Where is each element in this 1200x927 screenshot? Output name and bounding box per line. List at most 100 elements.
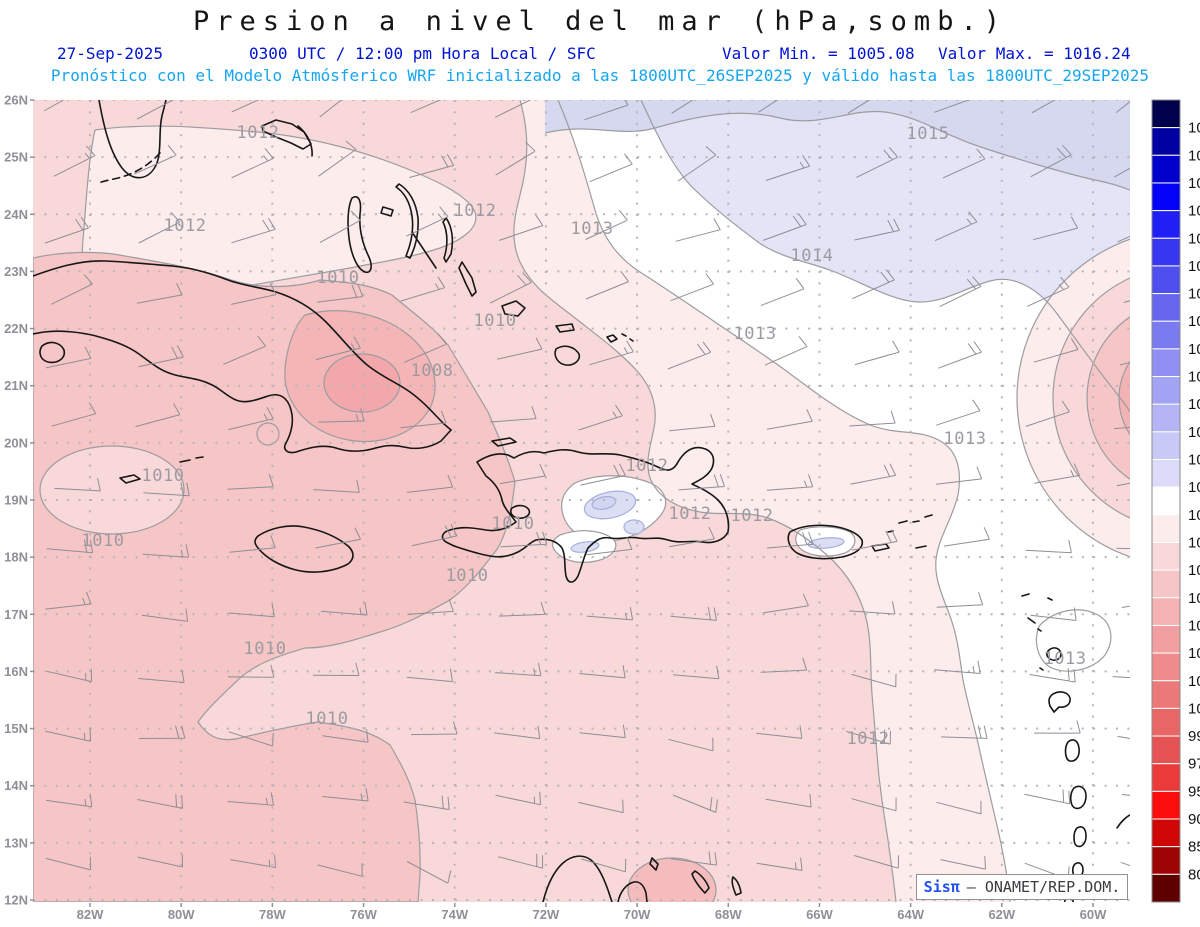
- lon-tick-label: 78W: [259, 907, 286, 922]
- colorbar-cell: [1151, 735, 1181, 765]
- lat-tick-label: 20N: [4, 435, 28, 450]
- colorbar-cell: [1151, 154, 1181, 184]
- isobar-label: 1012: [847, 729, 890, 749]
- colorbar-tick-label: 850: [1188, 839, 1200, 856]
- colorbar-tick-label: 1050: [1188, 120, 1200, 137]
- isobar-label: 1012: [237, 123, 280, 143]
- colorbar-cell: [1151, 569, 1181, 599]
- page-title: Presion a nivel del mar (hPa,somb.): [193, 6, 1007, 37]
- branding-box: Sisπ – ONAMET/REP.DOM.: [916, 874, 1128, 900]
- terrain-blue-contours: [570, 490, 845, 553]
- coast-gonave: [510, 504, 531, 519]
- coast-jamaica: [254, 525, 354, 573]
- colorbar-cell: [1151, 237, 1181, 267]
- coast-paraguana: [617, 881, 648, 902]
- shade-abc-blob: [627, 857, 717, 902]
- colorbar-tick-label: 1010: [1188, 562, 1200, 579]
- coast-aruba: [649, 857, 659, 871]
- lon-tick-label: 68W: [715, 907, 742, 922]
- colorbar-cell: [1151, 320, 1181, 350]
- coast-cuba-south: [33, 330, 452, 454]
- shade-1007-core: [323, 353, 401, 413]
- shade-pocket-west: [39, 445, 185, 535]
- colorbar-cell: [1151, 99, 1181, 129]
- lon-tick-label: 70W: [624, 907, 651, 922]
- isobar-label: 1010: [492, 514, 535, 534]
- colorbar-cell: [1151, 818, 1181, 848]
- axis-labels: 26N 25N 24N 23N 22N 21N 20N 19N 18N 17N 16N 15N 14N 1…: [4, 93, 1107, 923]
- lon-tick-label: 66W: [806, 907, 833, 922]
- value-min: Valor Min. = 1005.08: [722, 44, 915, 63]
- colorbar-cell: [1151, 873, 1181, 903]
- lon-tick-label: 72W: [533, 907, 560, 922]
- coast-cat-island: [442, 217, 454, 263]
- coastlines: [33, 100, 1130, 902]
- isobar-label: 1012: [164, 216, 207, 236]
- colorbar-tick-label: 1012: [1188, 534, 1200, 551]
- coast-curacao: [691, 870, 710, 894]
- isobar-label: 1015: [907, 124, 950, 144]
- colorbar-tick-label: 990: [1188, 728, 1200, 745]
- coast-cayman: [119, 456, 204, 484]
- ring-small-cuba: [256, 422, 280, 446]
- colorbar-tick-label: 1006: [1188, 617, 1200, 634]
- lat-tick-label: 23N: [4, 264, 28, 279]
- coast-grand-bahama: [261, 119, 312, 150]
- lat-tick-label: 12N: [4, 893, 28, 908]
- coast-florida-keys: [98, 152, 161, 184]
- colorbar-tick-label: 1020: [1188, 313, 1200, 330]
- valid-time: 0300 UTC / 12:00 pm Hora Local / SFC: [249, 44, 596, 63]
- grid-dots: [33, 100, 1130, 902]
- colorbar-cell: [1151, 846, 1181, 875]
- colorbar-cell: [1151, 348, 1181, 378]
- edge-low-ring4: [1118, 360, 1130, 436]
- colorbar-tick-label: 1019: [1188, 341, 1200, 358]
- coast-inagua: [554, 345, 581, 366]
- isobar-lines: [513, 100, 1130, 902]
- colorbar-tick-label: 1013: [1188, 507, 1200, 524]
- colorbar-tick-label: 1004: [1188, 645, 1200, 662]
- lon-tick-label: 64W: [897, 907, 924, 922]
- coast-andros: [347, 196, 372, 274]
- branding-app-name: Sisπ: [923, 878, 960, 896]
- valid-date: 27-Sep-2025: [57, 44, 163, 63]
- colorbar-cell: [1151, 182, 1181, 212]
- isobar-label: 1013: [1044, 649, 1087, 669]
- isobar-label: 1013: [944, 429, 987, 449]
- coast-florida: [98, 100, 167, 179]
- colorbar-tick-label: 1017: [1188, 396, 1200, 413]
- isobar-label: 1012: [454, 201, 497, 221]
- isobar-label: 1012: [669, 504, 712, 524]
- colorbar-tick-label: 800: [1188, 866, 1200, 883]
- lon-tick-label: 80W: [168, 907, 195, 922]
- coast-new-providence: [380, 206, 394, 217]
- wind-barb-field: [43, 100, 1130, 884]
- isobar-label: 1012: [626, 456, 669, 476]
- lat-tick-label: 13N: [4, 835, 28, 850]
- coast-turks: [606, 333, 634, 343]
- isobar-label: 1010: [474, 311, 517, 331]
- forecast-note: Pronóstico con el Modelo Atmósferico WRF…: [50, 66, 1150, 85]
- isobar-label: 1013: [571, 219, 614, 239]
- colorbar-tick-label: 1000: [1188, 700, 1200, 717]
- shade-1014-1015: [641, 100, 1130, 412]
- colorbar: 1050 1040 1035 1030 1028 1025 1022 1020 1019 1018…: [1151, 99, 1200, 903]
- edge-low-ring3: [1086, 316, 1130, 480]
- colorbar-tick-label: 1040: [1188, 147, 1200, 164]
- isobar-label: 1010: [82, 531, 125, 551]
- colorbar-cell: [1151, 127, 1181, 156]
- colorbar-tick-label: 1016: [1188, 424, 1200, 441]
- shade-1013-1014: [558, 100, 1130, 902]
- colorbar-cell: [1151, 624, 1181, 654]
- lon-tick-label: 74W: [441, 907, 468, 922]
- coast-long-island: [458, 261, 477, 297]
- isobar-label: 1014: [791, 246, 834, 266]
- isobar-labels: 1012 1015 1012 1012 1013 1010 1014 1010 1013 1008…: [82, 123, 1087, 749]
- coast-isla-juventud: [39, 341, 66, 364]
- colorbar-cell: [1151, 486, 1181, 516]
- colorbar-tick-label: 1025: [1188, 258, 1200, 275]
- map-clip-group: 1012 1015 1012 1012 1013 1010 1014 1010 1013 1008…: [33, 100, 1130, 902]
- colorbar-tick-label: 970: [1188, 756, 1200, 773]
